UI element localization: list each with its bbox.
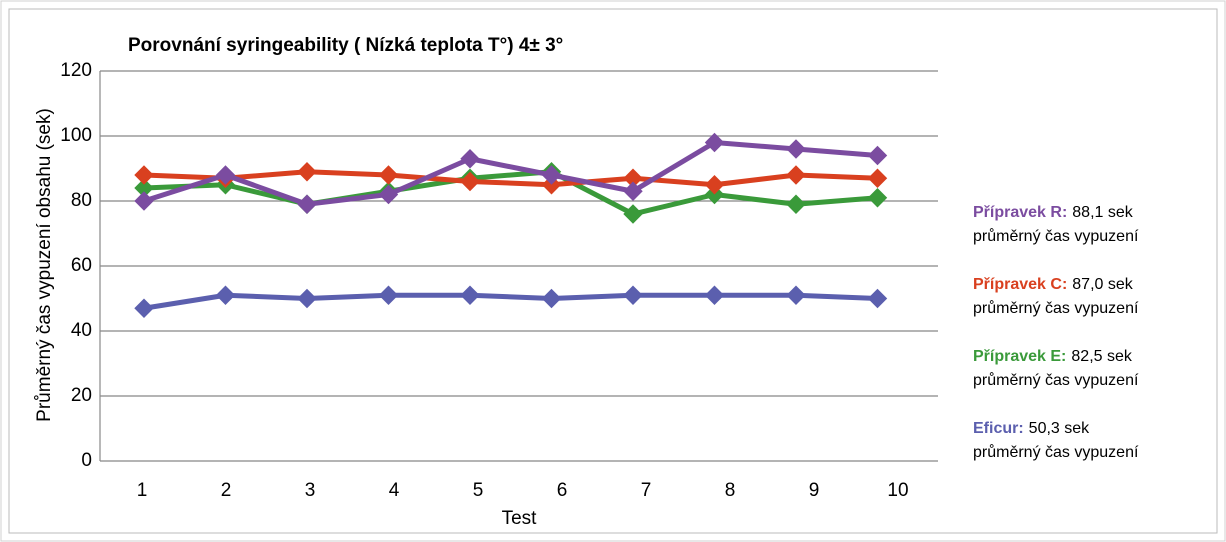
marker <box>134 191 154 211</box>
series-line <box>143 292 878 311</box>
series-line <box>143 169 878 217</box>
marker <box>867 168 888 188</box>
marker <box>297 162 317 182</box>
marker <box>378 285 399 305</box>
x-tick-label: 10 <box>887 480 908 501</box>
x-tick-label: 7 <box>641 480 652 501</box>
marker <box>704 132 725 153</box>
y-tick-label: 0 <box>81 450 92 471</box>
y-tick-label: 80 <box>71 190 92 211</box>
marker <box>134 165 154 185</box>
legend-entry: Eficur: 50,3 sek <box>973 420 1090 437</box>
marker <box>378 165 399 185</box>
marker <box>867 145 888 166</box>
marker <box>541 288 562 309</box>
marker <box>786 139 806 159</box>
marker <box>704 175 725 195</box>
marker <box>623 181 643 201</box>
marker <box>460 285 480 305</box>
marker <box>460 149 480 169</box>
y-tick-label: 120 <box>60 60 92 81</box>
marker <box>378 184 399 205</box>
x-tick-label: 9 <box>809 480 820 501</box>
marker <box>786 194 806 214</box>
x-tick-label: 2 <box>221 480 232 501</box>
legend-summary: 50,3 sek <box>1029 420 1090 437</box>
series-line <box>143 140 878 207</box>
x-tick-label: 8 <box>725 480 736 501</box>
x-tick-label: 6 <box>557 480 568 501</box>
marker <box>623 285 643 305</box>
legend-note: průměrný čas vypuzení <box>973 371 1139 389</box>
legend-name: Přípravek C: <box>973 276 1067 293</box>
marker <box>297 194 317 214</box>
marker <box>541 175 562 195</box>
chart-title: Porovnání syringeability ( Nízká teplota… <box>128 35 563 56</box>
x-tick-label: 4 <box>389 480 400 501</box>
x-axis-label: Test <box>502 508 538 529</box>
marker <box>215 285 236 305</box>
marker <box>867 188 888 208</box>
legend-entry: Přípravek E: 82,5 sek <box>973 348 1133 365</box>
legend-summary: 88,1 sek <box>1072 204 1133 221</box>
marker <box>215 165 236 185</box>
y-tick-label: 100 <box>60 125 92 146</box>
marker <box>704 184 725 205</box>
marker <box>786 165 806 185</box>
legend-summary: 82,5 sek <box>1071 348 1132 365</box>
legend-name: Přípravek R: <box>973 204 1067 221</box>
marker <box>297 288 317 309</box>
y-tick-label: 20 <box>71 385 92 406</box>
legend-note: průměrný čas vypuzení <box>973 227 1139 245</box>
marker <box>704 285 725 305</box>
legend-note: průměrný čas vypuzení <box>973 443 1139 461</box>
legend-entry: Přípravek C: 87,0 sek <box>973 276 1134 293</box>
marker <box>786 285 806 305</box>
legend-name: Eficur: <box>973 420 1024 437</box>
x-tick-label: 3 <box>305 480 316 501</box>
marker <box>623 204 643 224</box>
y-tick-label: 60 <box>71 255 92 276</box>
marker <box>460 171 480 192</box>
x-tick-label: 5 <box>473 480 484 501</box>
y-tick-label: 40 <box>71 320 92 341</box>
chart-frame <box>8 8 1218 534</box>
legend-entry: Přípravek R: 88,1 sek <box>973 204 1134 221</box>
marker <box>867 288 888 309</box>
marker <box>541 165 562 185</box>
legend-name: Přípravek E: <box>973 348 1066 365</box>
series-line <box>143 169 878 188</box>
y-axis-label: Průměrný čas vypuzení obsahu (sek) <box>34 108 55 422</box>
marker <box>134 298 154 318</box>
x-tick-label: 1 <box>137 480 148 501</box>
legend-summary: 87,0 sek <box>1072 276 1133 293</box>
legend-note: průměrný čas vypuzení <box>973 299 1139 317</box>
